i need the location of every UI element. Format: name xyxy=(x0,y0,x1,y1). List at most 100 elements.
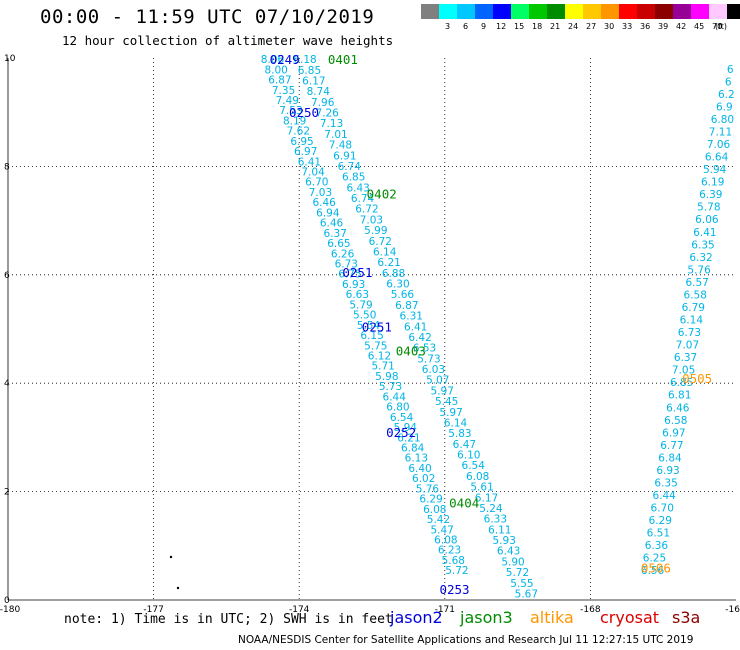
legend-cryosat: cryosat xyxy=(600,608,660,627)
colorbar-cell: 24 xyxy=(565,4,583,31)
colorbar-cell: 36 xyxy=(637,4,655,31)
wave-height-point: 6.17 xyxy=(475,492,498,504)
wave-height-point: 6.72 xyxy=(369,236,392,248)
wave-height-point: 7.07 xyxy=(676,340,699,352)
y-tick-label: 8 xyxy=(4,162,10,172)
wave-height-point: 7.06 xyxy=(707,139,731,151)
wave-height-point: 6.80 xyxy=(711,114,734,126)
wave-height-point: 6.54 xyxy=(390,412,414,424)
colorbar-cell: 12 xyxy=(493,4,511,31)
wave-height-point: 6.47 xyxy=(453,439,476,451)
y-tick-label: 0 xyxy=(4,596,10,606)
wave-height-point: 6.54 xyxy=(462,460,486,472)
wave-height-point: 6.43 xyxy=(497,546,520,558)
wave-height-point: 6.37 xyxy=(674,352,697,364)
wave-height-point: 6.77 xyxy=(660,440,683,452)
wave-height-point: 8.06 xyxy=(261,54,285,66)
wave-height-point: 7.05 xyxy=(672,365,695,377)
colorbar-cell: 30 xyxy=(601,4,619,31)
wave-height-point: 6.93 xyxy=(656,465,679,477)
wave-height-point: 6.74 xyxy=(351,193,375,205)
colorbar-cell: 18 xyxy=(529,4,547,31)
wave-height-point: 5.55 xyxy=(510,578,533,590)
wave-height-point: 6.25 xyxy=(643,553,666,565)
wave-height-point: 8.00 xyxy=(264,64,287,76)
wave-height-point: 6.72 xyxy=(355,204,378,216)
wave-height-point: 6.97 xyxy=(294,146,317,158)
colorbar-cell xyxy=(727,4,740,19)
wave-height-point: 6.37 xyxy=(324,228,347,240)
wave-height-point: 6.73 xyxy=(678,327,701,339)
wave-height-point: 6.11 xyxy=(488,524,511,536)
wave-height-point: 6.9 xyxy=(716,101,733,113)
wave-height-point: 6.58 xyxy=(684,289,707,301)
colorbar-label: 45 xyxy=(694,22,705,31)
x-tick-label: -168 xyxy=(580,605,601,615)
colorbar-label: 12 xyxy=(496,22,507,31)
wave-height-point: 5.45 xyxy=(435,396,458,408)
legend-altika: altika xyxy=(530,608,574,627)
wave-height-point: 6.84 xyxy=(401,443,425,455)
legend-jason3: jason3 xyxy=(460,608,513,627)
legend-s3a: s3a xyxy=(672,608,701,627)
wave-height-point: 7.49 xyxy=(276,95,299,107)
wave-height-point: 5.50 xyxy=(353,310,376,322)
wave-height-point: 5.83 xyxy=(448,428,471,440)
pass-time-label: 0253 xyxy=(439,582,469,597)
colorbar-label: 39 xyxy=(658,22,669,31)
wave-height-point: 6.26 xyxy=(331,248,355,260)
wave-height-point: 5.73 xyxy=(379,381,402,393)
wave-height-point: 6.79 xyxy=(682,302,705,314)
wave-height-point: 5.97 xyxy=(431,385,454,397)
wave-height-point: 6.21 xyxy=(397,432,420,444)
colorbar-cell: 21 xyxy=(547,4,565,31)
wave-height-point: 6.2 xyxy=(718,89,735,101)
wave-height-point: 6.42 xyxy=(408,332,431,344)
wave-height-point: 6.85 xyxy=(342,172,365,184)
wave-height-point: 7.01 xyxy=(324,129,347,141)
colorbar: 3 6 9 12 15 18 21 24 27 30 33 36 39 42 45 70 xyxy=(421,4,740,31)
wave-height-point: 5.07 xyxy=(426,375,449,387)
wave-height-point: 6.13 xyxy=(405,453,428,465)
wave-height-point: 6.14 xyxy=(680,315,704,327)
wave-height-point: 7.04 xyxy=(301,167,325,179)
colorbar-cell: 3 xyxy=(439,4,457,31)
wave-height-point: 6.46 xyxy=(312,197,336,209)
legend-jason2: jason2 xyxy=(390,608,443,627)
wave-height-point: 6.57 xyxy=(685,277,708,289)
pass-time-label: 0249 xyxy=(270,52,300,67)
colorbar-label: 6 xyxy=(463,22,469,31)
pass-time-label: 0404 xyxy=(449,495,479,510)
wave-height-point: 6.19 xyxy=(701,177,724,189)
wave-height-point: 6.29 xyxy=(649,515,672,527)
wave-height-point: 6.51 xyxy=(647,528,670,540)
colorbar-label: 18 xyxy=(532,22,543,31)
footer-credit: NOAA/NESDIS Center for Satellite Applica… xyxy=(238,634,694,646)
wave-height-point: 5.99 xyxy=(364,225,387,237)
wave-height-point: 5.73 xyxy=(417,353,440,365)
wave-height-point: 5.76 xyxy=(687,264,711,276)
wave-height-point: 6.30 xyxy=(386,279,409,291)
wave-height-point: 6.29 xyxy=(419,494,442,506)
colorbar-cell: 9 xyxy=(475,4,493,31)
wave-height-point: 6.41 xyxy=(404,321,427,333)
wave-height-point: 5.71 xyxy=(371,361,394,373)
wave-height-point: 6.17 xyxy=(302,75,325,87)
y-tick-label: 2 xyxy=(4,488,10,498)
note-text: note: 1) Time is in UTC; 2) SWH is in fe… xyxy=(64,612,393,627)
wave-height-point: 6.53 xyxy=(413,343,436,355)
wave-height-point: 6.10 xyxy=(457,450,480,462)
wave-height-point: 5.94 xyxy=(703,164,727,176)
wave-height-point: 6.02 xyxy=(412,473,435,485)
x-tick-label: -180 xyxy=(0,605,20,615)
pass-time-label: 0250 xyxy=(289,105,319,120)
colorbar-label: 3 xyxy=(445,22,451,31)
wave-height-point: 6.94 xyxy=(316,207,340,219)
wave-height-point: 7.35 xyxy=(272,85,295,97)
wave-height-point: 5.79 xyxy=(349,299,372,311)
wave-height-point: 5.94 xyxy=(394,422,418,434)
wave-height-point: 6.15 xyxy=(360,330,383,342)
wave-height-point: 6.70 xyxy=(651,503,674,515)
wave-height-point: 6.63 xyxy=(346,289,369,301)
wave-height-point: 6.41 xyxy=(693,227,716,239)
